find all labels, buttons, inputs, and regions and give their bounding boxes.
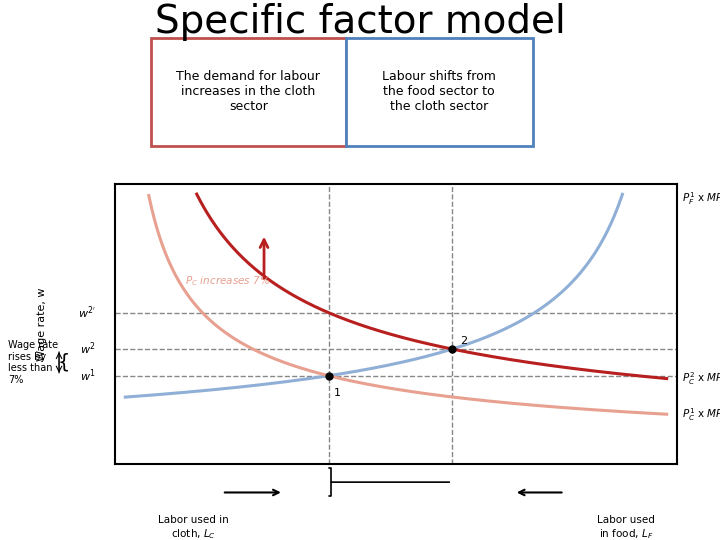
Text: The demand for labour
increases in the cloth
sector: The demand for labour increases in the c… [176,70,320,113]
Text: {: { [58,353,71,372]
Text: $P_F^1$ x $MPL_F$: $P_F^1$ x $MPL_F$ [683,190,720,207]
Text: Wage rate, w: Wage rate, w [37,287,48,361]
Text: 1: 1 [334,388,341,397]
Text: $P_C^1$ x $MPL_C$: $P_C^1$ x $MPL_C$ [683,406,720,423]
Text: Labour shifts from
the food sector to
the cloth sector: Labour shifts from the food sector to th… [382,70,496,113]
Text: $w^2$: $w^2$ [80,341,96,357]
Text: Labor used in
cloth, $L_C$: Labor used in cloth, $L_C$ [158,515,229,540]
Text: Wage rate
rises by
less than
7%: Wage rate rises by less than 7% [9,340,58,385]
Text: $P_C$ increases 7%: $P_C$ increases 7% [185,274,270,288]
Text: $w^1$: $w^1$ [80,367,96,384]
Text: Labor used
in food, $L_F$: Labor used in food, $L_F$ [598,515,655,540]
Text: $P_C^2$ x $MPL_C$: $P_C^2$ x $MPL_C$ [683,370,720,387]
Text: $w^{2'}$: $w^{2'}$ [78,305,96,321]
Text: 2: 2 [461,336,468,346]
Text: Specific factor model: Specific factor model [155,3,565,40]
